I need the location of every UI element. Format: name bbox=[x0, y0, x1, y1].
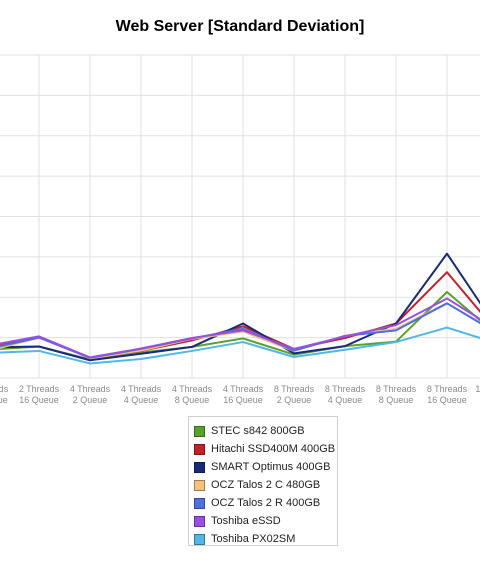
legend-swatch bbox=[194, 461, 205, 473]
chart-title: Web Server [Standard Deviation] bbox=[115, 18, 365, 35]
legend-label: Toshiba PX02SM bbox=[211, 533, 296, 545]
grid-lines bbox=[0, 54, 480, 379]
legend-swatch bbox=[194, 443, 205, 455]
series-line bbox=[0, 252, 480, 362]
legend-swatch bbox=[194, 515, 205, 527]
legend-item[interactable]: Hitachi SSD400M 400GB bbox=[194, 440, 337, 458]
legend-item[interactable]: STEC s842 800GB bbox=[194, 422, 337, 440]
x-tick-label: 2 Threads 16 Queue bbox=[19, 384, 60, 405]
legend-label: OCZ Talos 2 R 400GB bbox=[211, 497, 321, 509]
legend-label: Hitachi SSD400M 400GB bbox=[211, 443, 336, 455]
legend-swatch bbox=[194, 497, 205, 509]
series-lines bbox=[0, 252, 480, 365]
x-tick-label: 4 Threads 4 Queue bbox=[121, 384, 162, 405]
x-tick-label: 4 Threads 2 Queue bbox=[70, 384, 111, 405]
x-tick-label: 4 Threads 8 Queue bbox=[172, 384, 213, 405]
x-tick-label: 8 Threads 2 Queue bbox=[274, 384, 315, 405]
legend-label: OCZ Talos 2 C 480GB bbox=[211, 479, 321, 491]
legend-swatch bbox=[194, 533, 205, 545]
legend-item[interactable]: OCZ Talos 2 C 480GB bbox=[194, 476, 337, 494]
x-tick-label: 8 Threads 4 Queue bbox=[325, 384, 366, 405]
legend-item[interactable]: OCZ Talos 2 R 400GB bbox=[194, 494, 337, 512]
series-line bbox=[0, 271, 480, 359]
legend-item[interactable]: Toshiba eSSD bbox=[194, 512, 337, 530]
legend-swatch bbox=[194, 479, 205, 491]
legend-swatch bbox=[194, 425, 205, 437]
x-tick-label: 4 Threads 16 Queue bbox=[223, 384, 264, 405]
series-line bbox=[0, 326, 480, 365]
legend: STEC s842 800GB Hitachi SSD400M 400GB SMAR… bbox=[188, 416, 338, 546]
legend-item[interactable]: SMART Optimus 400GB bbox=[194, 458, 337, 476]
legend-item[interactable]: Toshiba PX02SM bbox=[194, 530, 337, 548]
legend-label: STEC s842 800GB bbox=[211, 425, 305, 437]
x-tick-label: 8 Threads 8 Queue bbox=[376, 384, 417, 405]
legend-label: Toshiba eSSD bbox=[211, 515, 281, 527]
x-tick-label: 8 Threads 16 Queue bbox=[427, 384, 468, 405]
legend-label: SMART Optimus 400GB bbox=[211, 461, 331, 473]
series-line bbox=[0, 297, 480, 359]
